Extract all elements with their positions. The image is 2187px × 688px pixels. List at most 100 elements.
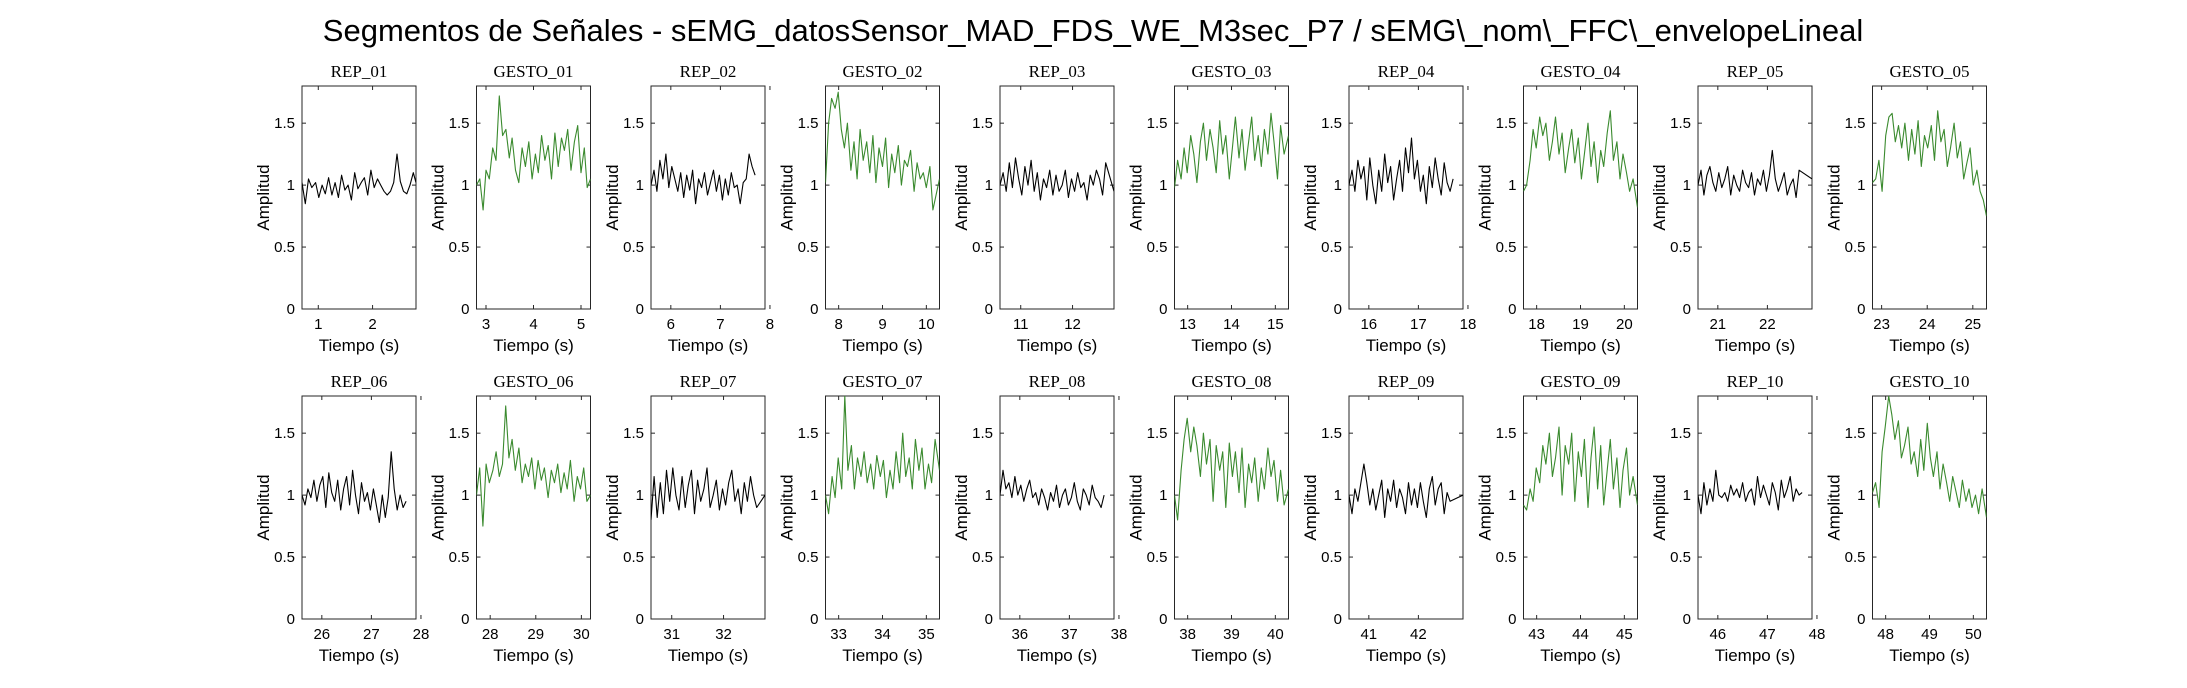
y-tick-label: 0.5 <box>623 239 644 256</box>
y-axis-label: Amplitud <box>1476 474 1495 540</box>
x-axis-label: Tiempo (s) <box>1366 646 1447 665</box>
y-tick-label: 0 <box>985 611 993 628</box>
series-line-rep <box>1698 469 1803 515</box>
axes-box <box>1697 85 1813 310</box>
y-tick-label: 1.5 <box>1321 425 1342 442</box>
y-tick-label: 1.5 <box>449 115 470 132</box>
y-tick-label: 1.5 <box>798 115 819 132</box>
series-line-gesto <box>1872 110 1987 217</box>
subplot-title: GESTO_08 <box>1192 372 1272 391</box>
x-tick-label: 8 <box>766 316 774 333</box>
series-line-rep <box>651 467 765 520</box>
y-tick-label: 0 <box>1683 301 1691 318</box>
y-tick-label: 1 <box>287 487 295 504</box>
x-axis-label: Tiempo (s) <box>493 646 574 665</box>
y-tick-label: 1.5 <box>1321 115 1342 132</box>
subplot-title: REP_02 <box>680 62 737 81</box>
axes-box <box>301 85 417 310</box>
y-tick-label: 0 <box>287 611 295 628</box>
y-axis-label: Amplitud <box>429 474 448 540</box>
y-tick-label: 0.5 <box>972 239 993 256</box>
x-axis-label: Tiempo (s) <box>668 336 749 355</box>
y-tick-label: 0.5 <box>1670 549 1691 566</box>
y-axis-label: Amplitud <box>254 474 273 540</box>
subplot-title: GESTO_03 <box>1192 62 1272 81</box>
y-tick-label: 0 <box>1857 301 1865 318</box>
y-axis-label: Amplitud <box>778 474 797 540</box>
y-axis-label: Amplitud <box>1476 164 1495 230</box>
subplot-rep-04: REP_04 0 0.5 1 1.5 16 17 18 Tiempo (s) Amplitud <box>1301 62 1476 355</box>
x-tick-label: 11 <box>1013 316 1029 333</box>
subplot-rep-02: REP_02 0 0.5 1 1.5 6 7 8 Tiempo (s) Amplitud <box>603 62 774 355</box>
x-tick-label: 43 <box>1528 626 1545 643</box>
subplot-title: REP_10 <box>1727 372 1784 391</box>
subplot-title: REP_01 <box>331 62 388 81</box>
axes-box <box>825 85 940 310</box>
series-line-rep <box>302 451 407 523</box>
series-line-rep <box>1698 149 1812 199</box>
x-tick-label: 35 <box>918 626 935 643</box>
subplot-gesto-02: GESTO_02 0 0.5 1 1.5 8 9 10 Tiempo (s) Amplitud <box>778 62 940 355</box>
subplot-rep-10: REP_10 0 0.5 1 1.5 46 47 48 Tiempo (s) Amplitud <box>1650 372 1825 665</box>
x-tick-label: 7 <box>716 316 724 333</box>
axes-box <box>825 395 940 620</box>
x-tick-label: 8 <box>834 316 842 333</box>
x-axis-label: Tiempo (s) <box>1889 336 1970 355</box>
series-line-rep <box>1000 157 1114 201</box>
subplot-rep-08: REP_08 0 0.5 1 1.5 36 37 38 Tiempo (s) Amplitud <box>952 372 1127 665</box>
axes-box <box>1872 85 1987 310</box>
subplot-title: REP_05 <box>1727 62 1784 81</box>
y-tick-label: 0.5 <box>1147 549 1168 566</box>
subplot-title: REP_09 <box>1378 372 1435 391</box>
axes-box <box>476 395 591 620</box>
x-tick-label: 10 <box>918 316 935 333</box>
y-tick-label: 1 <box>985 177 993 194</box>
series-line-gesto <box>1872 396 1987 518</box>
x-axis-label: Tiempo (s) <box>1889 646 1970 665</box>
y-tick-label: 1 <box>810 487 818 504</box>
x-tick-label: 18 <box>1528 316 1545 333</box>
x-axis-label: Tiempo (s) <box>668 646 749 665</box>
subplot-gesto-09: GESTO_09 0 0.5 1 1.5 43 44 45 Tiempo (s) Amplitud <box>1476 372 1638 665</box>
y-tick-label: 0 <box>810 301 818 318</box>
y-tick-label: 0 <box>461 611 469 628</box>
y-tick-label: 0.5 <box>1845 239 1866 256</box>
x-tick-label: 46 <box>1709 626 1726 643</box>
y-tick-label: 1 <box>1683 487 1691 504</box>
x-tick-label: 40 <box>1267 626 1284 643</box>
axes-box <box>650 85 766 310</box>
x-tick-label: 31 <box>663 626 680 643</box>
y-tick-label: 0 <box>636 301 644 318</box>
y-tick-label: 0.5 <box>798 549 819 566</box>
y-axis-label: Amplitud <box>952 474 971 540</box>
x-tick-label: 45 <box>1616 626 1633 643</box>
y-tick-label: 1 <box>1508 177 1516 194</box>
x-tick-label: 4 <box>529 316 537 333</box>
series-line-rep <box>1000 469 1105 511</box>
x-axis-label: Tiempo (s) <box>1017 336 1098 355</box>
x-tick-label: 28 <box>413 626 430 643</box>
y-tick-label: 0 <box>810 611 818 628</box>
y-tick-label: 1.5 <box>623 425 644 442</box>
figure-title: Segmentos de Señales - sEMG_datosSensor_… <box>323 13 1863 48</box>
subplot-title: REP_03 <box>1029 62 1086 81</box>
series-line-gesto <box>1174 417 1289 521</box>
x-axis-label: Tiempo (s) <box>1540 646 1621 665</box>
subplot-gesto-10: GESTO_10 0 0.5 1 1.5 48 49 50 Tiempo (s) Amplitud <box>1825 372 1987 665</box>
x-tick-label: 34 <box>874 626 891 643</box>
y-tick-label: 1.5 <box>623 115 644 132</box>
axes-box <box>1523 85 1638 310</box>
y-tick-label: 1 <box>985 487 993 504</box>
x-tick-label: 48 <box>1877 626 1894 643</box>
axes-box <box>1174 85 1289 310</box>
y-tick-label: 0 <box>1508 611 1516 628</box>
series-line-gesto <box>476 405 591 527</box>
y-axis-label: Amplitud <box>603 474 622 540</box>
subplot-rep-06: REP_06 0 0.5 1 1.5 26 27 28 Tiempo (s) Amplitud <box>254 372 429 665</box>
y-tick-label: 1.5 <box>274 115 295 132</box>
y-tick-label: 0.5 <box>972 549 993 566</box>
y-axis-label: Amplitud <box>952 164 971 230</box>
